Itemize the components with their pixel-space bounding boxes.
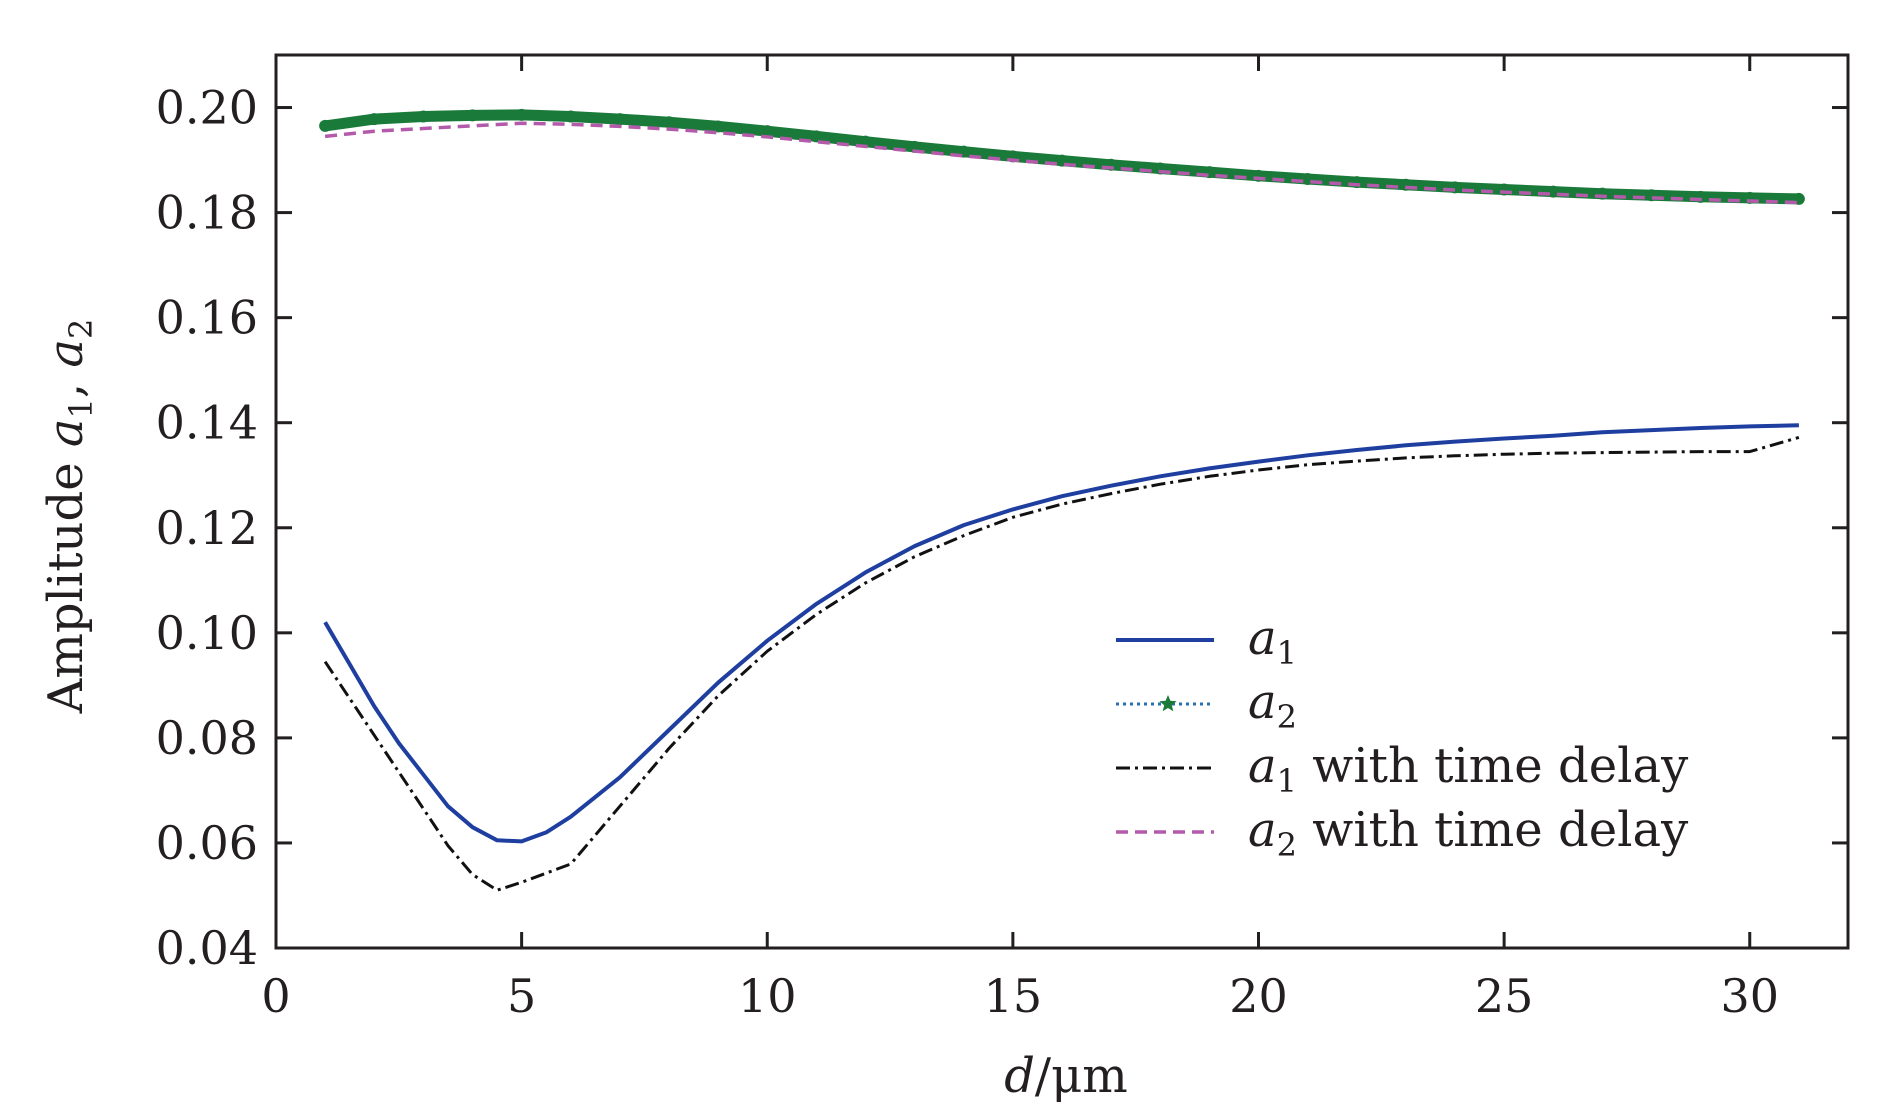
series-point-a2 <box>368 113 381 126</box>
series-point-a2 <box>613 113 626 126</box>
series-point-a2 <box>417 110 430 123</box>
y-tick-label: 0.04 <box>156 921 258 975</box>
x-tick-label: 0 <box>261 969 290 1023</box>
y-axis-title-sub1: 1 <box>62 398 100 418</box>
legend-marker-a2 <box>1159 695 1177 712</box>
x-tick-label: 5 <box>507 969 536 1023</box>
series-point-a2 <box>319 119 332 132</box>
series-point-a2 <box>663 116 675 129</box>
plot-frame <box>274 53 1850 950</box>
y-axis-title-sep: , <box>38 368 94 399</box>
x-tick-label: 20 <box>1229 969 1288 1023</box>
y-tick-label: 0.10 <box>156 606 258 660</box>
x-axis-title-sep: / <box>1035 1048 1052 1104</box>
tick-labels-layer: 0 5 10 15 20 25 30 0.04 0.06 0.08 0.10 0.12 0.14 0.16… <box>156 81 1779 1023</box>
series-point-a2 <box>515 108 528 121</box>
legend-label-a2_delay: a2 with time delay <box>1248 802 1688 864</box>
ticks-layer <box>274 55 1848 950</box>
legend-sub: 2 <box>1277 698 1297 736</box>
y-tick-label: 0.06 <box>156 816 258 870</box>
legend-label-a2: a2 <box>1248 674 1297 736</box>
legend-suffix: with time delay <box>1297 738 1688 794</box>
series-point-a2 <box>712 120 725 133</box>
legend-sub: 2 <box>1277 826 1297 864</box>
series-layer <box>319 108 1805 892</box>
x-axis-title-var: d <box>1004 1048 1035 1104</box>
y-axis-title-prefix: Amplitude <box>38 447 94 714</box>
legend-var: a <box>1248 738 1277 794</box>
y-tick-label: 0.14 <box>156 396 258 450</box>
series-line-a1_delay <box>323 435 1800 892</box>
legend-var: a <box>1248 802 1277 858</box>
series-line-a1 <box>323 423 1799 844</box>
y-axis-title: Amplitude a1, a2 <box>38 319 100 715</box>
x-tick-label: 10 <box>738 969 797 1023</box>
y-axis-title-var1: a <box>38 419 94 448</box>
series-point-a2 <box>761 125 774 138</box>
y-tick-label: 0.18 <box>156 186 258 240</box>
x-tick-label: 30 <box>1720 969 1779 1023</box>
series-point-a2 <box>466 109 479 122</box>
x-tick-label: 25 <box>1475 969 1534 1023</box>
y-tick-label: 0.16 <box>156 291 258 345</box>
legend-sub: 1 <box>1277 634 1297 672</box>
legend-suffix: with time delay <box>1297 802 1688 858</box>
series-point-a2 <box>564 110 577 123</box>
legend-sub: 1 <box>1277 762 1297 800</box>
y-tick-label: 0.12 <box>156 501 258 555</box>
series-point-a2 <box>1547 185 1560 198</box>
y-axis-title-var2: a <box>38 339 94 368</box>
y-tick-label: 0.08 <box>156 711 258 765</box>
series-point-a2 <box>810 130 823 143</box>
legend-label-a1_delay: a1 with time delay <box>1248 738 1688 800</box>
series-point-a2 <box>1449 181 1461 194</box>
x-tick-label: 15 <box>984 969 1043 1023</box>
legend-var: a <box>1248 610 1277 666</box>
x-axis-title-unit: μm <box>1051 1048 1128 1104</box>
y-tick-label: 0.20 <box>156 81 258 135</box>
legend-var: a <box>1248 674 1277 730</box>
legend-label-a1: a1 <box>1248 610 1297 672</box>
x-axis-title: d/μm <box>1004 1048 1128 1104</box>
y-axis-title-sub2: 2 <box>62 319 100 339</box>
